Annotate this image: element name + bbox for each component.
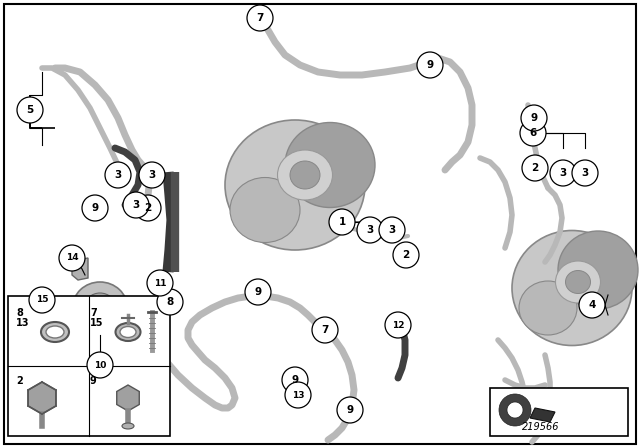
Circle shape <box>572 160 598 186</box>
Text: 8: 8 <box>16 308 23 318</box>
Text: 5: 5 <box>26 105 34 115</box>
Circle shape <box>247 5 273 31</box>
Ellipse shape <box>92 301 108 315</box>
Circle shape <box>147 270 173 296</box>
Text: 9: 9 <box>92 203 99 213</box>
Text: 13: 13 <box>16 318 29 328</box>
Text: 4: 4 <box>588 300 596 310</box>
Text: 3: 3 <box>581 168 589 178</box>
Text: 2: 2 <box>403 250 410 260</box>
Ellipse shape <box>512 231 632 345</box>
Text: 9: 9 <box>531 113 538 123</box>
Ellipse shape <box>120 327 136 337</box>
Ellipse shape <box>115 323 141 341</box>
Circle shape <box>285 382 311 408</box>
Text: 15: 15 <box>90 318 104 328</box>
Circle shape <box>329 209 355 235</box>
Text: 9: 9 <box>90 376 97 386</box>
Ellipse shape <box>558 231 638 309</box>
Text: 9: 9 <box>255 287 262 297</box>
Text: 3: 3 <box>115 170 122 180</box>
Circle shape <box>135 195 161 221</box>
Ellipse shape <box>41 322 69 342</box>
Text: 3: 3 <box>559 168 566 178</box>
Text: 7: 7 <box>256 13 264 23</box>
Text: 8: 8 <box>166 297 173 307</box>
Text: 12: 12 <box>392 320 404 329</box>
Ellipse shape <box>278 150 333 200</box>
Text: 6: 6 <box>529 128 536 138</box>
Text: 3: 3 <box>388 225 396 235</box>
Text: 7: 7 <box>321 325 329 335</box>
Ellipse shape <box>72 282 127 334</box>
Text: 13: 13 <box>292 391 304 400</box>
Circle shape <box>105 162 131 188</box>
Circle shape <box>579 292 605 318</box>
Text: 2: 2 <box>145 203 152 213</box>
Circle shape <box>157 289 183 315</box>
Ellipse shape <box>225 120 365 250</box>
Circle shape <box>59 245 85 271</box>
Text: 3: 3 <box>148 170 156 180</box>
Circle shape <box>29 287 55 313</box>
Text: 9: 9 <box>346 405 353 415</box>
Ellipse shape <box>84 293 116 323</box>
Ellipse shape <box>122 423 134 429</box>
Circle shape <box>521 105 547 131</box>
Ellipse shape <box>290 161 320 189</box>
Circle shape <box>522 155 548 181</box>
Polygon shape <box>28 382 56 414</box>
Ellipse shape <box>230 177 300 242</box>
Circle shape <box>337 397 363 423</box>
Circle shape <box>312 317 338 343</box>
Ellipse shape <box>519 281 577 335</box>
Circle shape <box>393 242 419 268</box>
Circle shape <box>245 279 271 305</box>
Circle shape <box>17 97 43 123</box>
Polygon shape <box>530 408 555 422</box>
Text: 1: 1 <box>339 217 346 227</box>
Circle shape <box>550 160 576 186</box>
Ellipse shape <box>46 326 64 338</box>
Text: 219566: 219566 <box>522 422 559 432</box>
Text: 15: 15 <box>36 296 48 305</box>
Circle shape <box>385 312 411 338</box>
Circle shape <box>357 217 383 243</box>
Polygon shape <box>72 258 88 280</box>
Circle shape <box>139 162 165 188</box>
Polygon shape <box>116 385 140 411</box>
Text: 11: 11 <box>154 279 166 288</box>
Text: 9: 9 <box>426 60 433 70</box>
Circle shape <box>379 217 405 243</box>
Circle shape <box>282 367 308 393</box>
Bar <box>490 388 628 436</box>
Text: 3: 3 <box>366 225 374 235</box>
Circle shape <box>417 52 443 78</box>
Ellipse shape <box>285 122 375 207</box>
Circle shape <box>82 195 108 221</box>
Wedge shape <box>499 394 531 426</box>
Ellipse shape <box>556 261 600 303</box>
Text: 2: 2 <box>16 376 23 386</box>
Text: 10: 10 <box>94 361 106 370</box>
Text: 2: 2 <box>531 163 539 173</box>
Text: 3: 3 <box>132 200 140 210</box>
Text: 9: 9 <box>291 375 299 385</box>
Text: 14: 14 <box>66 254 78 263</box>
Circle shape <box>520 120 546 146</box>
Ellipse shape <box>566 271 591 293</box>
Text: 7: 7 <box>90 308 97 318</box>
Circle shape <box>123 192 149 218</box>
Circle shape <box>87 352 113 378</box>
Bar <box>8 296 170 436</box>
